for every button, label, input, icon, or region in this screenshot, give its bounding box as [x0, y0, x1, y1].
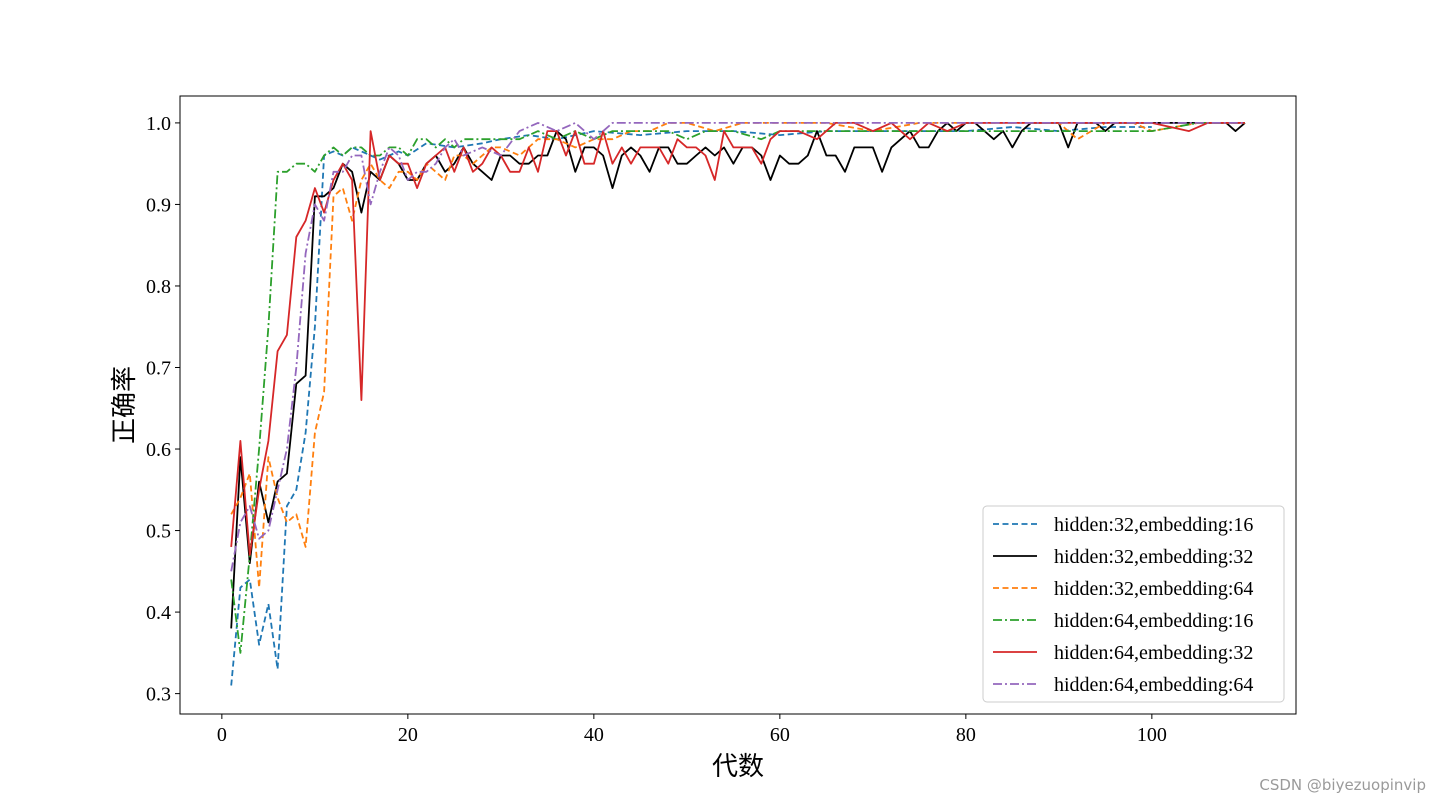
plot-frame: [179, 95, 1297, 715]
y-axis-title: 正确率: [110, 366, 140, 444]
x-tick-label: 60: [770, 724, 790, 746]
legend-label: hidden:64,embedding:64: [1054, 674, 1253, 696]
x-tick-label: 20: [398, 724, 418, 746]
y-tick-label: 0.3: [146, 684, 171, 706]
legend-label: hidden:32,embedding:64: [1054, 578, 1253, 600]
legend-label: hidden:32,embedding:32: [1054, 546, 1253, 568]
series-line-5: [230, 122, 1245, 556]
series-line-2: [230, 122, 1246, 629]
watermark-text: CSDN @biyezuopinvip: [1259, 776, 1426, 794]
legend-label: hidden:32,embedding:16: [1054, 514, 1253, 536]
legend: hidden:32,embedding:16 hidden:32,embeddin…: [982, 505, 1285, 703]
y-axis: 0.3 0.4 0.5 0.6 0.7 0.8 0.9 1.0: [146, 113, 180, 706]
y-tick-label: 0.7: [146, 357, 171, 379]
x-axis: 0 20 40 60 80 100: [217, 714, 1167, 746]
series-line-3: [230, 122, 1245, 589]
legend-box: [982, 505, 1285, 703]
legend-label: hidden:64,embedding:16: [1054, 610, 1253, 632]
x-tick-label: 0: [217, 724, 227, 746]
y-tick-label: 0.8: [146, 276, 171, 298]
x-tick-label: 40: [584, 724, 604, 746]
x-tick-label: 80: [956, 724, 976, 746]
y-tick-label: 0.9: [146, 194, 171, 216]
x-tick-label: 100: [1137, 724, 1167, 746]
y-tick-label: 1.0: [146, 113, 171, 135]
x-axis-title: 代数: [712, 752, 764, 782]
y-tick-label: 0.6: [146, 439, 171, 461]
y-tick-label: 0.4: [146, 602, 171, 624]
series-line-4: [230, 122, 1245, 654]
legend-label: hidden:64,embedding:32: [1054, 642, 1253, 664]
series-line-6: [230, 122, 1245, 572]
y-tick-label: 0.5: [146, 521, 171, 543]
series-layer: [230, 122, 1246, 686]
